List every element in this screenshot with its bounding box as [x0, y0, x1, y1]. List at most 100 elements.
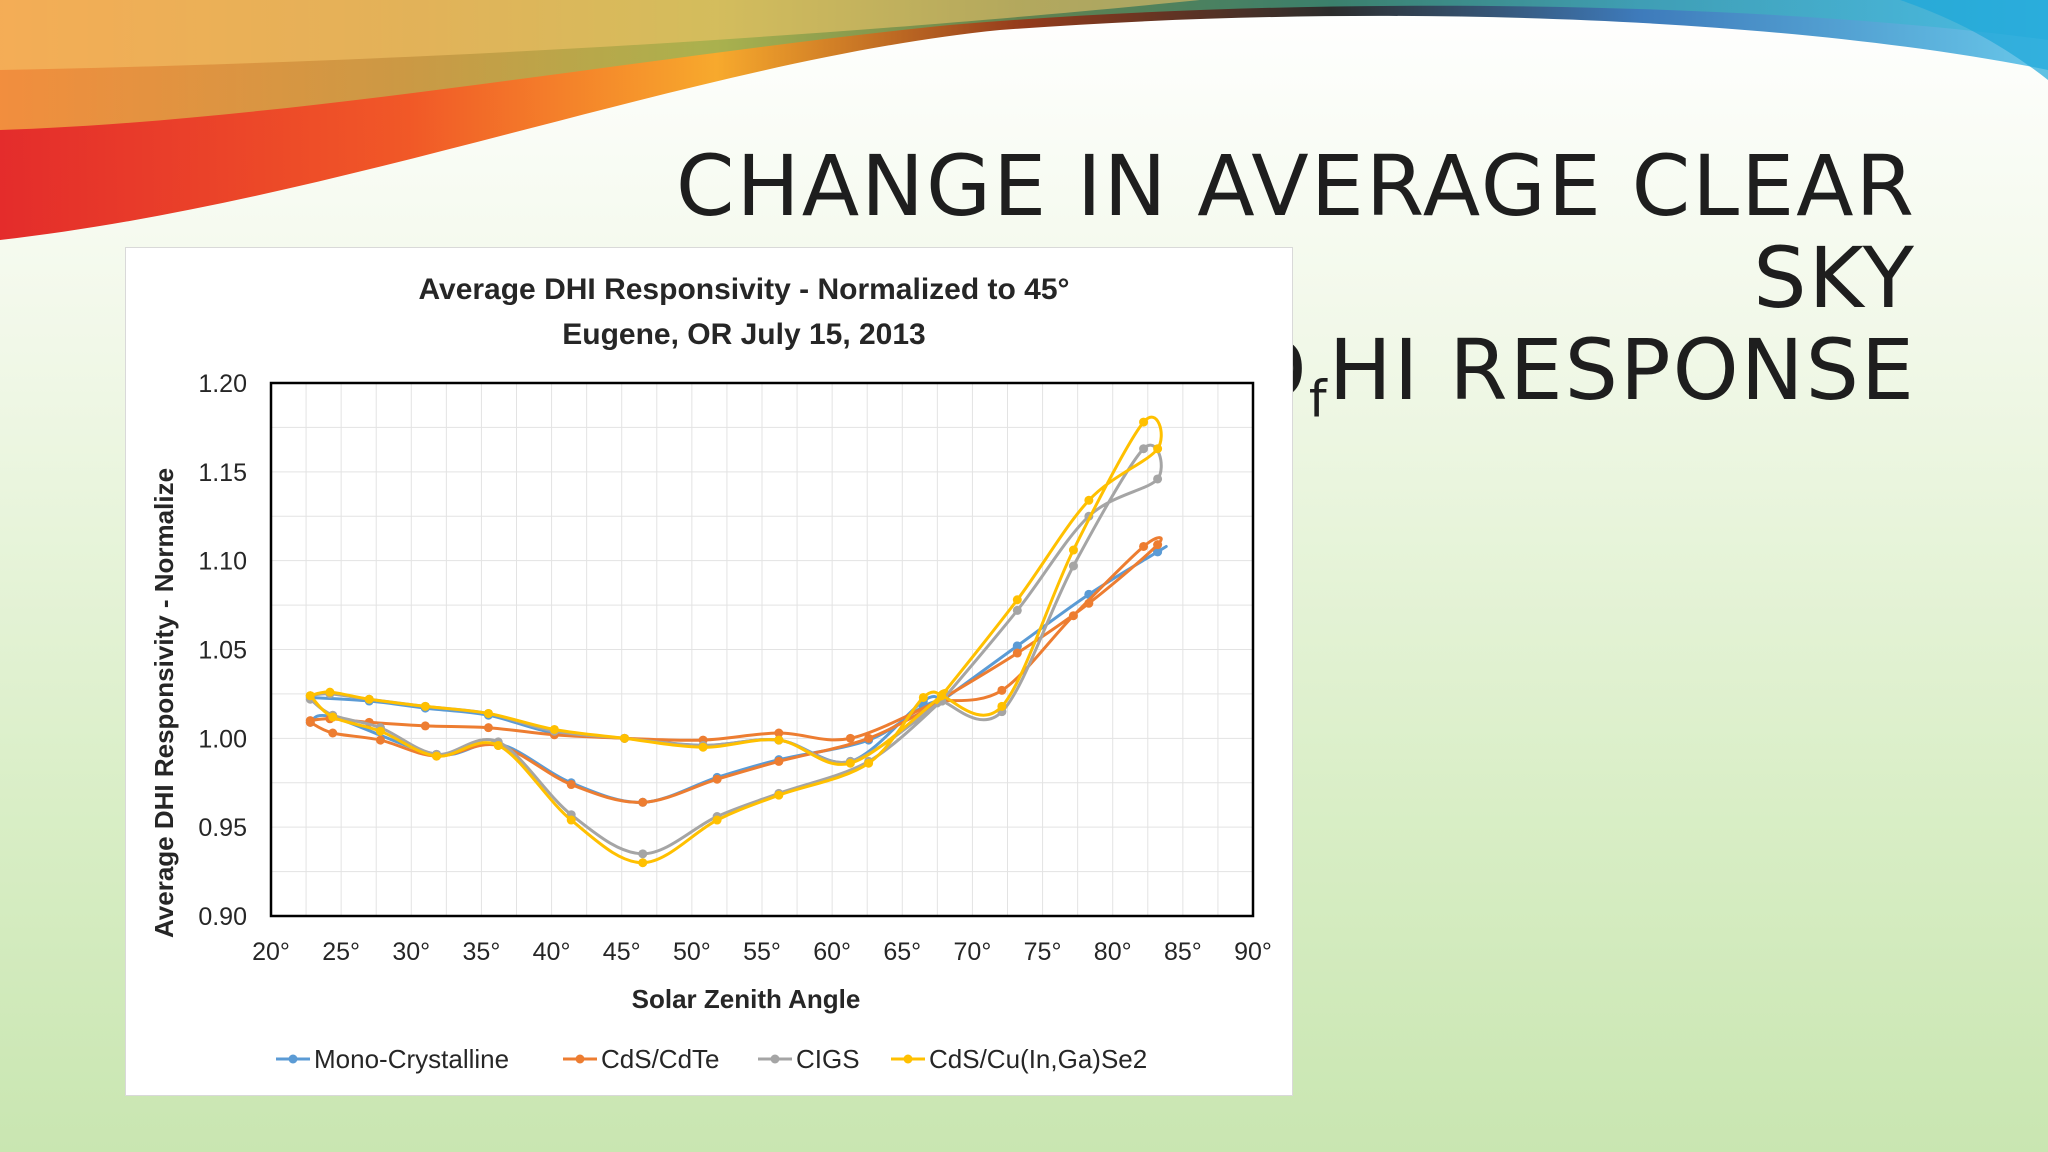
data-point — [638, 797, 648, 807]
data-point — [774, 790, 784, 800]
slide-title-rest: HI RESPONSE — [1328, 321, 1916, 419]
legend-entry-label: CIGS — [796, 1044, 860, 1074]
data-point — [712, 815, 722, 825]
data-point — [845, 758, 855, 768]
data-point — [328, 712, 338, 722]
chart-title: Average DHI Responsivity - Normalized to… — [418, 273, 1069, 306]
data-point — [483, 708, 493, 718]
data-point — [1153, 547, 1163, 557]
data-point — [566, 780, 576, 790]
data-point — [620, 733, 630, 743]
data-point — [420, 721, 430, 731]
chart-subtitle: Eugene, OR July 15, 2013 — [562, 318, 926, 351]
y-tick-label: 0.90 — [198, 903, 247, 931]
data-point — [1153, 474, 1163, 484]
data-point — [774, 756, 784, 766]
x-tick-label: 75° — [1024, 938, 1062, 966]
data-point — [698, 742, 708, 752]
data-point — [774, 735, 784, 745]
y-tick-label: 1.20 — [198, 370, 247, 398]
data-point — [1012, 595, 1022, 605]
legend-swatch-marker — [575, 1054, 585, 1064]
legend-entry-label: CdS/Cu(In,Ga)Se2 — [929, 1044, 1147, 1074]
data-point — [997, 701, 1007, 711]
data-point — [845, 733, 855, 743]
y-tick-label: 1.10 — [198, 548, 247, 576]
x-tick-label: 35° — [463, 938, 501, 966]
y-tick-label: 1.05 — [198, 637, 247, 665]
legend-swatch-marker — [770, 1054, 780, 1064]
x-tick-label: 65° — [883, 938, 921, 966]
legend-swatch-marker — [288, 1054, 298, 1064]
x-tick-label: 45° — [603, 938, 641, 966]
data-point — [1153, 444, 1163, 454]
x-tick-label: 50° — [673, 938, 711, 966]
decorative-swoosh — [0, 0, 2048, 240]
data-point — [638, 849, 648, 859]
slide-title: CHANGE IN AVERAGE CLEAR SKY DfHI RESPONS… — [616, 140, 1916, 446]
data-point — [1084, 598, 1094, 608]
grid-lines — [270, 382, 1254, 917]
data-point — [375, 726, 385, 736]
x-tick-label: 70° — [954, 938, 992, 966]
x-tick-label: 25° — [322, 938, 360, 966]
legend: Mono-Crystalline CdS/CdTe CIGS CdS/Cu(In,Ga… — [276, 1044, 1147, 1074]
x-tick-label: 90° — [1234, 938, 1272, 966]
slide-title-subscript: f — [1308, 369, 1329, 429]
data-point — [566, 815, 576, 825]
data-point — [493, 740, 503, 750]
legend-entry-label: CdS/CdTe — [601, 1044, 720, 1074]
y-tick-label: 0.95 — [198, 814, 247, 842]
data-point — [774, 728, 784, 738]
data-point — [712, 774, 722, 784]
data-point — [325, 687, 335, 697]
data-point — [1139, 444, 1149, 454]
data-point — [864, 758, 874, 768]
chart-panel: Average DHI Responsivity - Normalized to… — [125, 247, 1293, 1096]
y-tick-label: 1.15 — [198, 459, 247, 487]
data-point — [305, 716, 315, 726]
y-axis-tick-labels: 0.90 0.95 1.00 1.05 1.10 1.15 1.20 — [198, 370, 247, 931]
x-tick-label: 40° — [533, 938, 571, 966]
x-tick-label: 85° — [1164, 938, 1202, 966]
slide-title-line1: CHANGE IN AVERAGE CLEAR SKY — [675, 137, 1916, 327]
data-point — [1139, 541, 1149, 551]
data-point — [1012, 605, 1022, 615]
data-point — [1153, 540, 1163, 550]
data-point — [918, 692, 928, 702]
x-axis-label: Solar Zenith Angle — [632, 984, 861, 1014]
data-point — [364, 694, 374, 704]
y-axis-label: Average DHI Responsivity - Normalize — [149, 468, 179, 938]
legend-swatch-marker — [903, 1054, 913, 1064]
x-tick-label: 60° — [813, 938, 851, 966]
data-point — [432, 751, 442, 761]
data-point — [638, 858, 648, 868]
series-cds-cu-in-ga-se2 — [305, 415, 1163, 868]
data-point — [1084, 495, 1094, 505]
x-tick-label: 80° — [1094, 938, 1132, 966]
series-cigs — [305, 443, 1163, 859]
plot-area-frame — [269, 381, 1255, 918]
data-point — [420, 701, 430, 711]
data-point — [1139, 417, 1149, 427]
x-tick-label: 55° — [743, 938, 781, 966]
data-point — [1012, 648, 1022, 658]
data-point — [305, 691, 315, 701]
data-point — [1012, 641, 1022, 651]
legend-entry-label: Mono-Crystalline — [314, 1044, 509, 1074]
dhi-responsivity-chart: Average DHI Responsivity - Normalized to… — [149, 273, 1272, 1074]
series-line — [309, 415, 1163, 865]
x-tick-label: 20° — [252, 938, 290, 966]
data-point — [937, 691, 947, 701]
data-point — [375, 735, 385, 745]
data-point — [1068, 611, 1078, 621]
data-point — [864, 733, 874, 743]
x-tick-label: 30° — [392, 938, 430, 966]
series-lines — [305, 415, 1168, 868]
data-point — [483, 723, 493, 733]
x-axis-tick-labels: 20° 25° 30° 35° 40° 45° 50° 55° 60° 65° 70° 75° 80° 8… — [252, 938, 1272, 966]
data-point — [549, 724, 559, 734]
data-point — [328, 728, 338, 738]
data-point — [1068, 561, 1078, 571]
data-point — [997, 685, 1007, 695]
